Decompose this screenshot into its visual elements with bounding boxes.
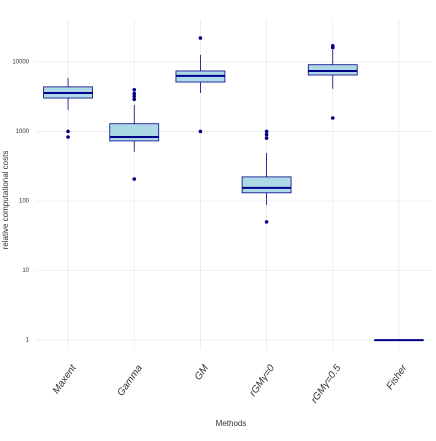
y-tick-label: 10000 — [12, 59, 29, 65]
outlier — [132, 94, 137, 99]
x-tick-label: Maxent — [51, 362, 80, 396]
x-tick-label: GM — [193, 362, 212, 382]
outlier — [132, 87, 137, 92]
y-axis-label: relative computational costs — [1, 151, 10, 250]
x-tick-label: Gamma — [115, 363, 145, 399]
outlier — [132, 177, 137, 181]
outlier — [132, 91, 137, 96]
outlier — [264, 136, 269, 140]
x-tick-label: rGMγ=0 — [248, 363, 278, 399]
x-tick-label: Fisher — [385, 362, 410, 392]
outlier — [132, 97, 137, 102]
outlier — [264, 220, 269, 224]
box — [109, 123, 160, 142]
y-tick-label: 1000 — [16, 129, 30, 135]
x-tick-label: rGMγ=0.5 — [309, 363, 344, 406]
outlier — [330, 45, 335, 50]
box — [241, 176, 292, 194]
x-axis-label: Methods — [216, 419, 247, 428]
outlier — [66, 135, 70, 139]
y-tick-label: 1 — [26, 338, 30, 344]
outlier — [330, 116, 335, 120]
box — [307, 64, 358, 76]
outlier — [264, 129, 269, 134]
outlier — [66, 129, 70, 134]
outlier — [198, 36, 203, 40]
outlier — [264, 132, 269, 137]
y-tick-label: 100 — [19, 199, 30, 205]
outlier — [198, 129, 203, 134]
y-tick-label: 10 — [22, 268, 29, 274]
